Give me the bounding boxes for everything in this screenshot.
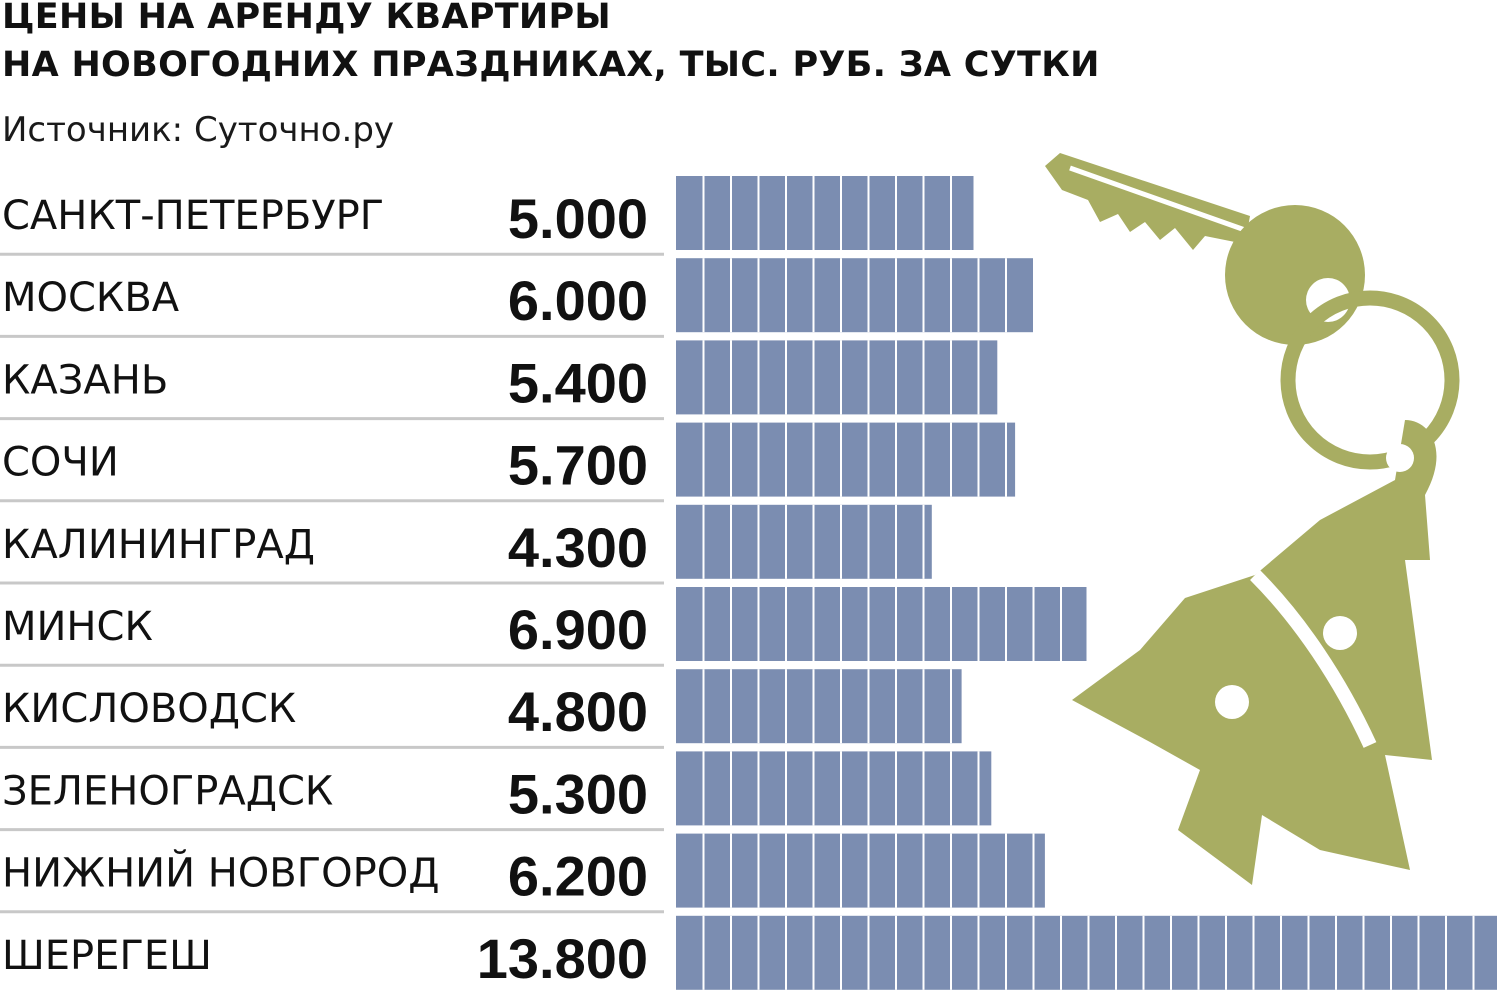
category-label: КИСЛОВОДСК (2, 686, 296, 732)
value-label: 5.400 (508, 351, 648, 414)
bar (676, 340, 998, 415)
category-label: НИЖНИЙ НОВГОРОД (2, 849, 439, 897)
value-label: 5.700 (508, 434, 648, 497)
value-label: 6.000 (508, 269, 648, 332)
value-label: 5.300 (508, 762, 648, 825)
category-label: КАЗАНЬ (2, 357, 168, 403)
category-label: ШЕРЕГЕШ (2, 933, 212, 979)
bar (676, 422, 1016, 497)
bar (676, 504, 932, 579)
category-label: САНКТ-ПЕТЕРБУРГ (2, 193, 384, 239)
bar (676, 833, 1045, 908)
bar (676, 176, 974, 250)
value-label: 4.300 (508, 516, 648, 579)
bar (676, 751, 992, 826)
category-label: ЗЕЛЕНОГРАДСК (2, 768, 333, 814)
value-label: 6.900 (508, 598, 648, 661)
chart-title-line-1: ЦЕНЫ НА АРЕНДУ КВАРТИРЫ (2, 0, 611, 37)
bar (676, 258, 1033, 333)
bar (676, 587, 1087, 661)
key-with-christmas-tree-keychain-icon (1045, 153, 1460, 885)
category-label: КАЛИНИНГРАД (2, 522, 315, 568)
category-label: МОСКВА (2, 275, 180, 321)
value-label: 13.800 (477, 927, 648, 990)
value-label: 5.000 (508, 187, 648, 250)
chart-rows: САНКТ-ПЕТЕРБУРГ 5.000 МОСКВА 6.000 КАЗАНЬ 5.4… (0, 176, 1497, 990)
category-label: СОЧИ (2, 440, 119, 486)
chart-title-line-2: НА НОВОГОДНИХ ПРАЗДНИКАХ, ТЫС. РУБ. ЗА С… (2, 45, 1100, 85)
value-label: 4.800 (508, 680, 648, 743)
chart-source: Источник: Суточно.ру (2, 110, 395, 150)
value-label: 6.200 (508, 845, 648, 908)
bar (676, 915, 1497, 990)
category-label: МИНСК (2, 604, 153, 650)
bar (676, 669, 962, 744)
